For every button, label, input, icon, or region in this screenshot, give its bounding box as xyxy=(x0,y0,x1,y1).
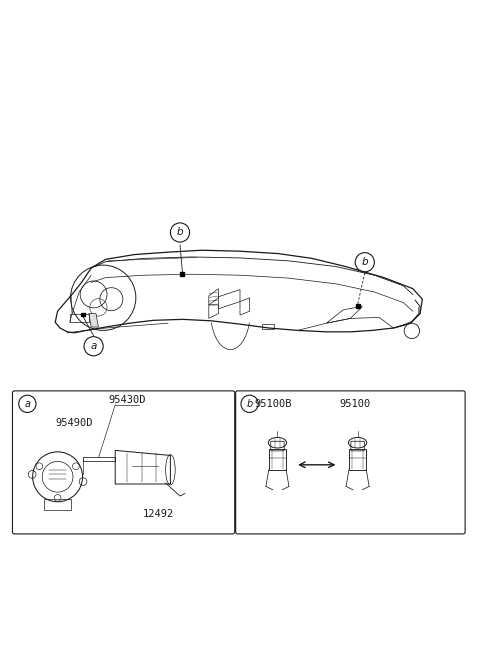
FancyBboxPatch shape xyxy=(236,391,465,534)
Polygon shape xyxy=(89,314,98,327)
Text: a: a xyxy=(24,399,30,409)
Bar xyxy=(262,324,274,329)
FancyBboxPatch shape xyxy=(12,391,235,534)
Text: a: a xyxy=(90,341,97,351)
Bar xyxy=(81,313,85,316)
Text: 95490D: 95490D xyxy=(56,418,93,428)
Text: 95100: 95100 xyxy=(339,399,371,409)
Text: 95430D: 95430D xyxy=(108,395,146,405)
Text: b: b xyxy=(177,228,183,237)
Bar xyxy=(269,449,286,470)
Bar xyxy=(349,449,366,470)
Text: 95100B: 95100B xyxy=(254,399,291,409)
Bar xyxy=(356,304,360,308)
Bar xyxy=(180,272,184,276)
Text: 12492: 12492 xyxy=(143,508,174,518)
Text: b: b xyxy=(361,257,368,267)
Text: b: b xyxy=(246,399,253,409)
